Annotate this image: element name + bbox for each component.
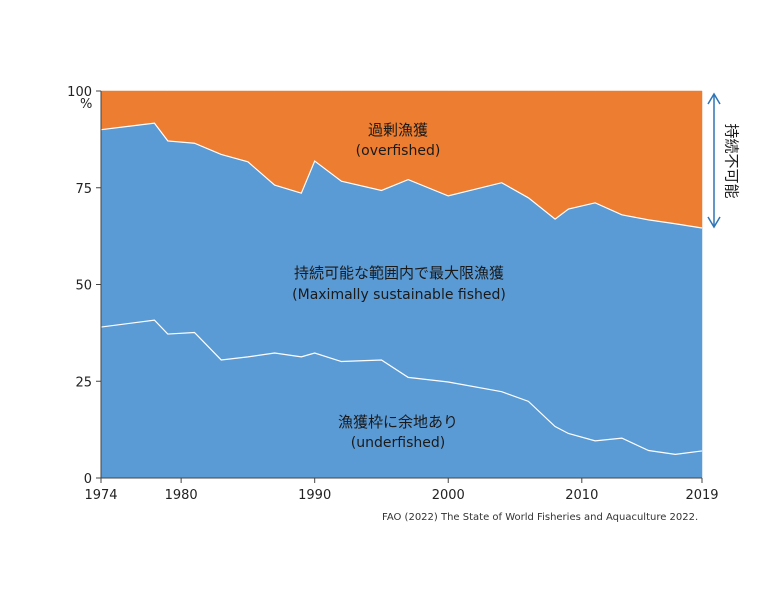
- underfished-label-en: (underfished): [351, 435, 445, 451]
- underfished-label: 漁獲枠に余地あり: [338, 413, 458, 431]
- sustainable-label: 持続可能な範囲内で最大限漁獲: [294, 264, 504, 282]
- chart-areas: [100, 90, 703, 479]
- y-tick-label: 25: [75, 375, 92, 390]
- y-tick-label: 75: [75, 182, 92, 197]
- y-tick-label: 100: [67, 85, 92, 100]
- unsustainable-label: 持続不可能: [723, 123, 741, 198]
- sustainable-label-en: (Maximally sustainable fished): [292, 287, 506, 303]
- x-tick-label: 2019: [685, 488, 718, 503]
- overfished-label-en: (overfished): [356, 143, 441, 159]
- overfished-label: 過剰漁獲: [368, 121, 428, 139]
- series-boundary-0: [100, 319, 703, 455]
- y-ticks: 0 25 50 75 100: [67, 85, 101, 487]
- x-tick-label: 1990: [298, 488, 331, 503]
- x-tick-label: 1980: [165, 488, 198, 503]
- series-boundary-1: [100, 122, 703, 229]
- x-tick-label: 2000: [432, 488, 465, 503]
- x-ticks: 1974 1980 1990 2000 2010 2019: [84, 478, 719, 503]
- source-note: FAO (2022) The State of World Fisheries …: [382, 512, 699, 523]
- unsustainable-arrow: [707, 92, 721, 229]
- y-unit-label: %: [80, 97, 92, 112]
- y-tick-label: 50: [75, 279, 92, 294]
- x-tick-label: 1974: [84, 488, 117, 503]
- y-tick-label: 0: [84, 472, 92, 487]
- x-tick-label: 2010: [565, 488, 598, 503]
